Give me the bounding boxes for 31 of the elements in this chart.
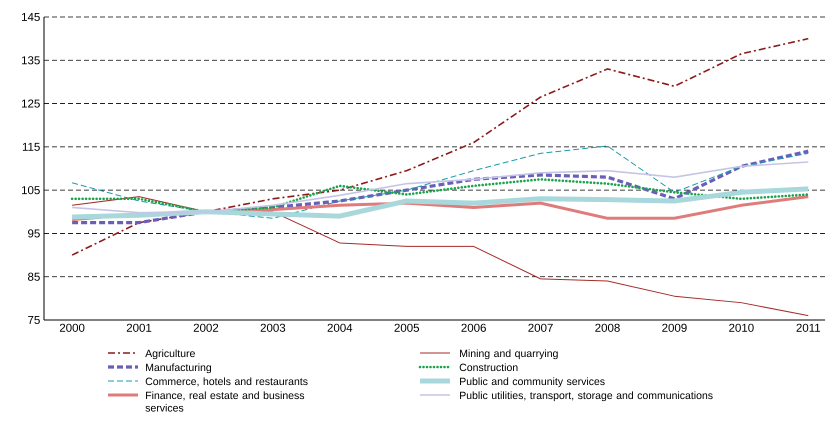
legend-label: Public and community services xyxy=(460,377,605,388)
x-tick-label: 2001 xyxy=(126,324,152,332)
legend-label: Manufacturing xyxy=(146,363,212,374)
y-tick-label: 105 xyxy=(22,186,40,194)
legend-label: Agriculture xyxy=(145,349,195,360)
line-series xyxy=(71,38,810,256)
legend-label: Mining and quarrying xyxy=(460,349,558,360)
legend-label: Public utilities, transport, storage and communications xyxy=(460,391,713,402)
x-tick-label: 2004 xyxy=(328,324,352,332)
x-tick-label: 2000 xyxy=(60,324,84,332)
line-series xyxy=(70,178,810,214)
legend-label: Construction xyxy=(460,363,518,372)
y-tick-label: 115 xyxy=(22,142,40,151)
x-tick-label: 2007 xyxy=(528,324,553,332)
line-series xyxy=(71,161,810,214)
x-tick-label: 2006 xyxy=(461,324,486,332)
x-tick-label: 2008 xyxy=(595,324,620,332)
x-tick-label: 2010 xyxy=(729,324,754,332)
y-tick-label: 75 xyxy=(28,316,40,324)
x-tick-label: 2011 xyxy=(796,324,820,332)
legend-label: Commerce, hotels and restaurants xyxy=(146,377,308,386)
legend-label: Finance, real estate and business services xyxy=(146,391,304,412)
y-tick-label: 135 xyxy=(22,56,40,64)
x-tick-label: 2005 xyxy=(394,324,420,332)
y-tick-label: 125 xyxy=(22,99,40,108)
x-tick-label: 2003 xyxy=(260,324,286,332)
y-tick-label: 145 xyxy=(22,12,40,22)
y-tick-label: 85 xyxy=(28,272,40,281)
x-tick-label: 2002 xyxy=(194,324,218,332)
y-tick-label: 95 xyxy=(28,229,40,238)
x-tick-label: 2009 xyxy=(662,324,687,332)
